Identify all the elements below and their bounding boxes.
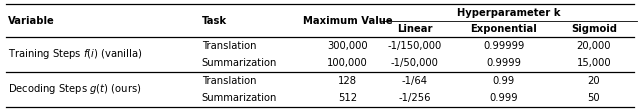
Text: Task: Task (202, 16, 227, 26)
Text: 512: 512 (338, 93, 357, 103)
Text: 128: 128 (338, 75, 357, 85)
Text: Translation: Translation (202, 75, 256, 85)
Text: 100,000: 100,000 (327, 58, 368, 68)
Text: Sigmoid: Sigmoid (571, 24, 617, 34)
Text: Exponential: Exponential (470, 24, 537, 34)
Text: 50: 50 (588, 93, 600, 103)
Text: 0.99: 0.99 (493, 75, 515, 85)
Text: Hyperparameter k: Hyperparameter k (457, 8, 561, 18)
Text: 0.99999: 0.99999 (483, 41, 524, 51)
Text: 20: 20 (588, 75, 600, 85)
Text: -1/256: -1/256 (399, 93, 431, 103)
Text: -1/64: -1/64 (402, 75, 428, 85)
Text: Summarization: Summarization (202, 58, 277, 68)
Text: Maximum Value: Maximum Value (303, 16, 392, 26)
Text: 15,000: 15,000 (577, 58, 611, 68)
Text: Decoding Steps $g(t)$ (ours): Decoding Steps $g(t)$ (ours) (8, 82, 141, 96)
Text: -1/150,000: -1/150,000 (388, 41, 442, 51)
Text: Variable: Variable (8, 16, 54, 26)
Text: 0.999: 0.999 (490, 93, 518, 103)
Text: Training Steps $f(i)$ (vanilla): Training Steps $f(i)$ (vanilla) (8, 48, 142, 61)
Text: 0.9999: 0.9999 (486, 58, 521, 68)
Text: -1/50,000: -1/50,000 (391, 58, 438, 68)
Text: Translation: Translation (202, 41, 256, 51)
Text: Linear: Linear (397, 24, 433, 34)
Text: 20,000: 20,000 (577, 41, 611, 51)
Text: 300,000: 300,000 (327, 41, 368, 51)
Text: Summarization: Summarization (202, 93, 277, 103)
